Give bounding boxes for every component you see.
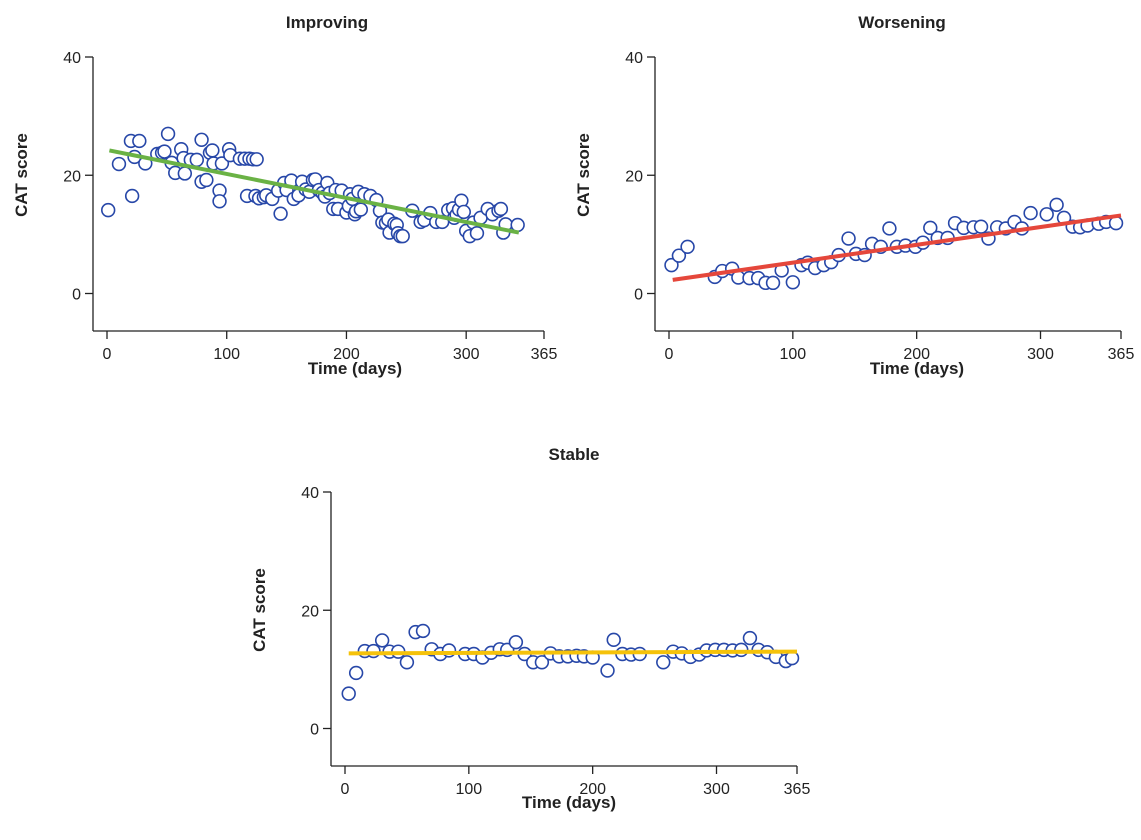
data-point: [1039, 207, 1054, 222]
data-point: [841, 231, 856, 246]
data-point: [510, 217, 525, 233]
data-point: [189, 152, 204, 168]
x-axis-label: Time (days): [308, 359, 402, 378]
data-point: [124, 188, 140, 204]
data-point: [177, 166, 193, 181]
x-axis-label: Time (days): [870, 359, 964, 378]
x-tick-label: 200: [579, 781, 606, 798]
data-point: [1049, 197, 1064, 213]
data-point: [132, 133, 147, 149]
panel-title: Improving: [286, 13, 368, 32]
x-axis-label: Time (days): [522, 793, 616, 812]
data-point: [395, 228, 410, 244]
panel-improving: Improving CAT score Time (days) 0 20 40 0 10…: [12, 13, 557, 378]
data-point: [656, 655, 671, 670]
y-axis-label: CAT score: [250, 568, 269, 652]
data-point: [765, 275, 781, 291]
data-point: [742, 630, 758, 646]
y-tick-label: 20: [625, 168, 643, 185]
y-tick-label: 40: [625, 50, 643, 67]
data-point: [212, 194, 227, 209]
panel-stable: Stable CAT score Time (days) 0 20 40 0 100 20…: [250, 445, 810, 812]
data-point: [671, 248, 687, 263]
trend-line: [348, 649, 798, 656]
data-point: [923, 220, 938, 236]
x-tick-label: 200: [333, 346, 360, 363]
data-point: [111, 156, 127, 172]
data-point: [534, 655, 550, 670]
data-point: [205, 143, 220, 158]
data-point: [157, 144, 172, 159]
y-tick-label: 0: [634, 287, 643, 304]
data-point: [374, 633, 390, 648]
x-tick-label: 100: [213, 346, 240, 363]
data-point: [785, 275, 801, 290]
data-point: [399, 655, 415, 670]
x-tick-label: 0: [341, 781, 350, 798]
x-tick-label: 300: [453, 346, 480, 363]
data-point: [214, 156, 230, 171]
x-tick-label: 365: [1108, 346, 1135, 363]
panel-worsening: Worsening CAT score Time (days) 0 20 40 0 10…: [574, 13, 1134, 378]
y-tick-label: 20: [301, 603, 319, 620]
panel-title: Stable: [548, 445, 599, 464]
y-tick-label: 0: [72, 287, 81, 304]
y-tick-label: 0: [310, 722, 319, 739]
trend-line: [109, 148, 520, 235]
x-tick-label: 100: [779, 346, 806, 363]
y-tick-label: 40: [301, 485, 319, 502]
y-axis-label: CAT score: [574, 133, 593, 217]
data-point: [415, 623, 431, 639]
data-point: [273, 206, 288, 221]
x-tick-label: 300: [1027, 346, 1054, 363]
data-point: [249, 152, 264, 167]
x-tick-label: 365: [784, 781, 811, 798]
data-point: [348, 665, 364, 681]
data-point: [493, 201, 509, 217]
data-point: [353, 202, 369, 217]
y-axis-label: CAT score: [12, 133, 31, 217]
x-tick-label: 0: [665, 346, 674, 363]
panel-title: Worsening: [858, 13, 946, 32]
data-point: [199, 172, 214, 188]
y-tick-label: 20: [63, 168, 81, 185]
data-point: [508, 634, 524, 650]
data-point: [456, 204, 471, 220]
x-tick-label: 200: [903, 346, 930, 363]
x-tick-label: 300: [703, 781, 730, 798]
data-point: [973, 219, 989, 234]
data-point: [366, 643, 381, 659]
data-point: [680, 239, 695, 254]
data-point: [100, 202, 116, 218]
data-point: [606, 632, 621, 648]
x-tick-label: 0: [103, 346, 112, 363]
trend-line: [672, 213, 1122, 282]
data-point: [600, 663, 615, 678]
x-tick-label: 100: [455, 781, 482, 798]
data-point: [469, 225, 485, 241]
data-point: [194, 132, 209, 147]
data-point: [1023, 205, 1038, 221]
x-tick-label: 365: [531, 346, 558, 363]
data-point: [664, 257, 679, 273]
data-point: [882, 221, 897, 236]
data-point: [341, 686, 356, 701]
y-tick-label: 40: [63, 50, 81, 67]
data-point: [160, 126, 176, 142]
